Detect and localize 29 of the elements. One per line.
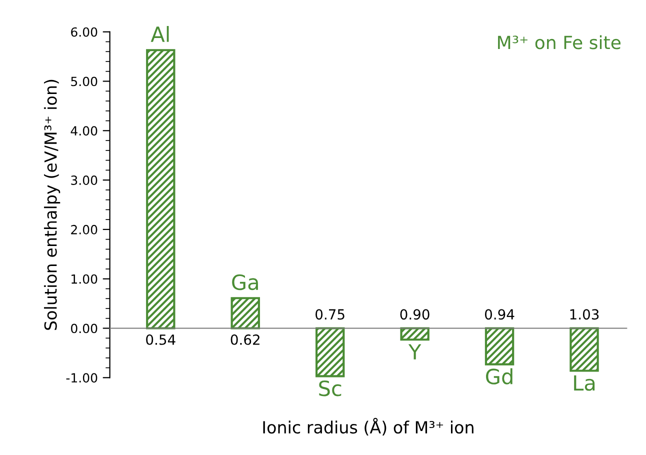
bar (570, 327, 599, 372)
y-tick-label: 6.00 (71, 27, 98, 37)
y-axis-title: Solution enthalpy (eV/M³⁺ ion) (44, 80, 60, 330)
y-tick-label: 1.00 (72, 274, 98, 284)
bar (146, 49, 176, 330)
annotation: Sc (319, 380, 342, 396)
bar (484, 327, 514, 366)
x-tick-label: 0.90 (400, 309, 430, 320)
chart-title: M³⁺ on Fe site (498, 35, 620, 50)
bar (230, 297, 260, 330)
x-tick-label: 0.94 (484, 309, 514, 320)
x-tick-label: 0.54 (146, 334, 176, 345)
annotation: La (574, 375, 595, 391)
annotation: Gd (486, 368, 512, 384)
y-tick-label: 4.00 (70, 126, 98, 136)
y-tick-label: 3.00 (71, 176, 98, 185)
annotation: Y (408, 344, 422, 360)
y-tick-label: 2.00 (71, 224, 98, 234)
bar (315, 327, 345, 378)
x-axis-title: Ionic radius (Å) of M³⁺ ion (263, 418, 474, 436)
bar (400, 327, 430, 341)
x-tick-label: 0.75 (316, 309, 344, 320)
y-tick-label: 0.00 (71, 324, 98, 334)
annotation: Al (150, 26, 169, 42)
y-tick-label: -1.00 (66, 373, 98, 383)
x-tick-label: 1.03 (570, 309, 599, 320)
annotation: Ga (232, 274, 258, 290)
y-tick-label: 5.00 (71, 76, 98, 86)
x-tick-label: 0.62 (230, 334, 260, 345)
